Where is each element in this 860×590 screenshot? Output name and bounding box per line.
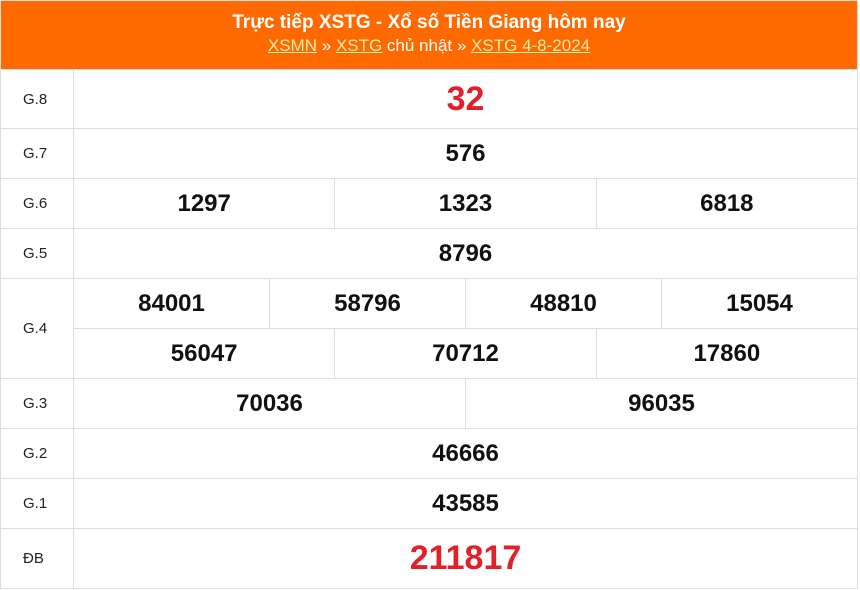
- prize-number: 48810: [465, 279, 661, 328]
- prize-row: G.1 43585: [1, 478, 857, 528]
- prize-number: 46666: [432, 439, 499, 467]
- breadcrumb-separator: »: [452, 36, 472, 55]
- breadcrumb-xsmn-link[interactable]: XSMN: [267, 36, 317, 55]
- prize-number: 1323: [334, 179, 595, 228]
- prize-number: 17860: [595, 329, 857, 378]
- prize-number: 211817: [409, 539, 522, 577]
- prize-number: 70712: [334, 329, 595, 378]
- breadcrumb-date-link[interactable]: XSTG 4-8-2024: [471, 36, 591, 55]
- prize-label: G.2: [1, 429, 74, 478]
- prize-number: 6818: [595, 179, 857, 228]
- breadcrumb-separator: »: [317, 36, 336, 55]
- prize-number: 32: [446, 79, 485, 118]
- prize-number: 84001: [138, 289, 205, 317]
- header: Trực tiếp XSTG - Xổ số Tiền Giang hôm na…: [1, 1, 857, 69]
- prize-number: 43585: [432, 489, 499, 517]
- prize-number: 576: [445, 139, 486, 167]
- prize-label: ĐB: [1, 529, 74, 588]
- prize-row: G.4 84001 58796 48810 15054 56047 70712 17860: [1, 278, 857, 378]
- prize-row: G.2 46666: [1, 428, 857, 478]
- prize-number: 8796: [438, 239, 493, 267]
- prize-label: G.6: [1, 179, 74, 228]
- breadcrumb-xstg-link[interactable]: XSTG: [335, 36, 383, 55]
- breadcrumb: XSMN » XSTG chủ nhật » XSTG 4-8-2024: [1, 35, 857, 57]
- prize-number: 15054: [661, 279, 857, 328]
- prize-number: 56047: [170, 339, 238, 367]
- prize-number: 96035: [465, 379, 857, 428]
- prize-row: G.7 576: [1, 128, 857, 178]
- prize-label: G.8: [1, 70, 74, 128]
- prize-label: G.5: [1, 229, 74, 278]
- prize-label: G.1: [1, 479, 74, 528]
- prize-row: G.6 1297 1323 6818: [1, 178, 857, 228]
- prize-label: G.4: [1, 279, 74, 378]
- prize-row: G.3 70036 96035: [1, 378, 857, 428]
- breadcrumb-text: chủ nhật: [382, 36, 453, 55]
- prize-number: 58796: [269, 279, 465, 328]
- prize-label: G.3: [1, 379, 74, 428]
- prize-label: G.7: [1, 129, 74, 178]
- prize-row: G.5 8796: [1, 228, 857, 278]
- prize-number: 70036: [236, 389, 303, 417]
- prize-row: G.8 32: [1, 69, 857, 128]
- prize-row: ĐB 211817: [1, 528, 857, 588]
- page-title: Trực tiếp XSTG - Xổ số Tiền Giang hôm na…: [232, 12, 626, 33]
- prize-number: 1297: [177, 189, 231, 217]
